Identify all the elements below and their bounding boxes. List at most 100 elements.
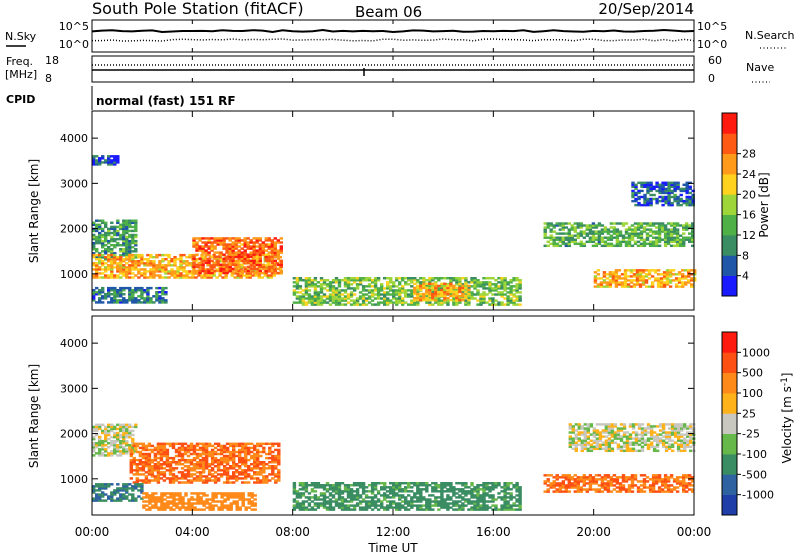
heatmap-cell [147,473,152,476]
heatmap-cell [253,465,257,468]
heatmap-cell [224,270,228,273]
heatmap-cell [255,237,259,240]
heatmap-cell [198,465,203,468]
heatmap-cell [635,273,640,276]
heatmap-cell [464,293,468,296]
heatmap-cell [461,490,465,493]
heatmap-cell [211,494,215,497]
heatmap-cell [479,506,483,509]
heatmap-cell [222,237,226,240]
heatmap-cell [313,295,318,298]
heatmap-cell [229,506,233,509]
heatmap-cell [241,496,245,499]
heatmap-cell [250,450,254,454]
heatmap-cell [389,287,393,290]
heatmap-cell [668,273,673,276]
heatmap-cell [98,163,102,166]
heatmap-cell [676,187,680,191]
heatmap-cell [579,240,584,244]
heatmap-cell [437,502,441,505]
heatmap-cell [681,285,685,288]
heatmap-cell [319,289,324,292]
heatmap-cell [146,262,150,265]
heatmap-cell [150,475,155,478]
heatmap-cell [452,492,456,495]
heatmap-cell [612,478,617,481]
heatmap-cell [594,224,599,227]
heatmap-cell [122,425,126,429]
heatmap-cell [258,257,263,260]
heatmap-cell [349,293,354,296]
heatmap-cell [304,291,309,294]
heatmap-cell [119,497,123,500]
heatmap-cell [621,234,626,237]
heatmap-cell [279,247,284,250]
heatmap-cell [688,236,692,239]
heatmap-cell [449,290,453,294]
heatmap-cell [304,297,309,300]
heatmap-cell [194,276,198,279]
heatmap-cell [585,488,590,491]
heatmap-cell [618,240,623,244]
heatmap-cell [343,279,348,282]
heatmap-cell [322,484,327,487]
heatmap-cell [434,286,438,290]
heatmap-cell [398,291,402,294]
heatmap-cell [337,297,342,300]
heatmap-cell [259,473,263,476]
heatmap-cell [573,474,578,477]
heatmap-cell [609,234,614,237]
heatmap-cell [113,425,117,429]
heatmap-cell [515,500,519,503]
heatmap-cell [355,303,360,306]
heatmap-cell [515,498,519,501]
heatmap-cell [346,293,351,296]
heatmap-cell [273,271,278,275]
heatmap-cell [307,484,312,487]
heatmap-cell [461,286,465,290]
heatmap-cell [237,257,241,260]
heatmap-cell [219,271,223,275]
heatmap-cell [92,450,96,453]
heatmap-cell [401,301,405,304]
heatmap-cell [691,222,695,225]
heatmap-cell [181,498,185,501]
heatmap-cell [241,471,245,474]
heatmap-cell [98,435,102,439]
heatmap-cell [431,298,435,302]
heatmap-cell [135,467,140,470]
heatmap-cell [361,500,366,503]
heatmap-cell [392,289,396,292]
heatmap-cell [688,226,692,229]
heatmap-cell [674,283,679,286]
heatmap-cell [367,500,372,503]
heatmap-cell [128,270,132,273]
heatmap-cell [95,293,99,296]
heatmap-cell [183,465,188,468]
heatmap-cell [148,498,152,501]
heatmap-cell [352,496,357,499]
heatmap-cell [264,259,269,263]
heatmap-cell [244,469,248,472]
heatmap-cell [612,484,617,487]
heatmap-cell [679,199,683,203]
heatmap-cell [482,281,486,284]
heatmap-cell [119,433,123,437]
heatmap-cell [629,279,634,282]
heatmap-cell [140,289,144,292]
heatmap-cell [266,274,271,277]
heatmap-cell [301,482,306,485]
heatmap-cell [331,285,336,288]
heatmap-cell [113,227,117,231]
heatmap-cell [675,222,680,225]
heatmap-cell [652,197,656,201]
heatmap-cell [425,290,429,294]
heatmap-cell [217,508,221,511]
heatmap-cell [134,250,138,253]
heatmap-cell [343,291,348,294]
heatmap-cell [235,506,239,509]
heatmap-cell [343,281,348,284]
heatmap-cell [331,291,336,294]
heatmap-cell [150,458,155,462]
heatmap-cell [582,474,587,477]
